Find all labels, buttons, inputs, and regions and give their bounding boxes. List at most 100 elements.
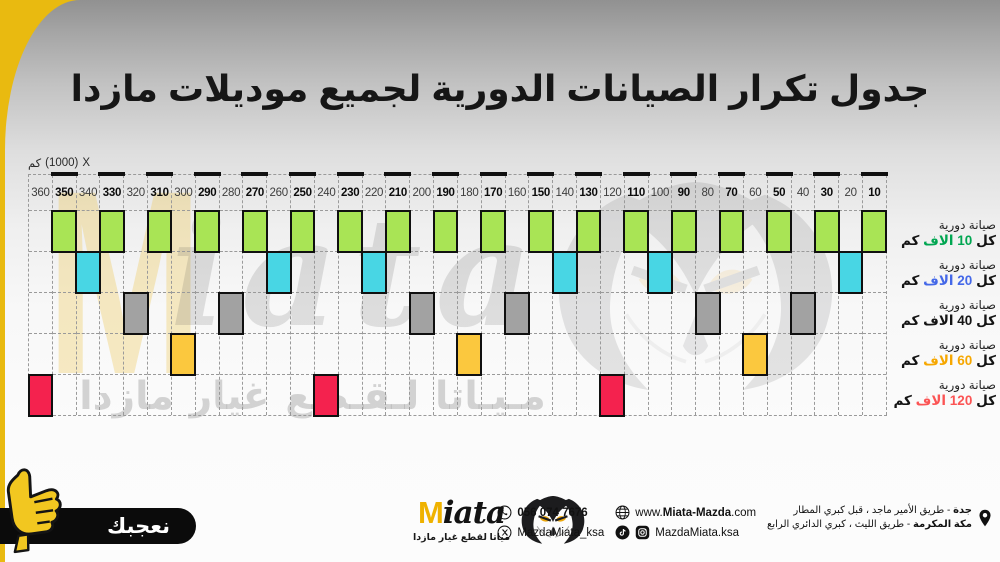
maintenance-block-10k [432, 209, 459, 253]
grid-cell [457, 251, 481, 292]
column-label: 310 [150, 186, 169, 199]
grid-cell [839, 333, 862, 374]
phone-number: 056 074 7676 [517, 506, 588, 519]
grid-cell [434, 374, 457, 415]
grid-cell [696, 251, 720, 292]
globe-icon [615, 505, 630, 520]
chart-column-150: 150 [527, 172, 555, 415]
column-label: 230 [341, 186, 360, 199]
maintenance-block-10k [384, 209, 411, 253]
column-label: 30 [820, 186, 834, 199]
chart-column-130: 130 [575, 172, 602, 415]
column-tick-bar [384, 172, 412, 176]
chart-column-240: 240 [313, 175, 340, 417]
grid-cell [600, 292, 624, 333]
x-handle: MazdaMiata_ksa [517, 526, 605, 539]
grid-cell [124, 333, 148, 374]
grid-cell [720, 374, 743, 415]
grid-cell [434, 251, 457, 292]
grid-cell [529, 292, 553, 333]
maintenance-block-120k [599, 373, 626, 417]
grid-cell [577, 292, 600, 333]
grid-cell [410, 333, 434, 374]
legend-item-title: صيانة دورية [938, 257, 996, 272]
grid-cell [529, 374, 553, 415]
grid-cell [29, 292, 52, 333]
grid-cell [362, 210, 386, 251]
grid-cell [505, 251, 529, 292]
maintenance-block-20k [361, 250, 387, 294]
axis-unit-label: كم (1000) X [28, 155, 887, 171]
maintenance-block-40k [122, 291, 149, 335]
chart-column-10: 10 [860, 172, 888, 415]
tiktok-icon [615, 525, 630, 540]
maintenance-block-20k [265, 250, 292, 294]
grid-cell [434, 333, 457, 374]
grid-cell [767, 333, 791, 374]
grid-cell [599, 373, 626, 417]
grid-cell [100, 333, 124, 374]
brand-logo-m: M [417, 495, 444, 530]
chart-column-190: 190 [432, 172, 459, 415]
grid-cell [291, 374, 314, 415]
column-label: 180 [460, 186, 479, 199]
grid-cell [314, 333, 338, 374]
grid-cell [813, 209, 840, 253]
column-label: 270 [245, 186, 265, 199]
column-label: 250 [293, 186, 312, 199]
grid-cell [696, 210, 720, 251]
grid-cell [52, 333, 76, 374]
column-label: 110 [627, 186, 645, 199]
column-label: 170 [484, 186, 503, 199]
grid-cell [291, 333, 314, 374]
grid-cell [815, 333, 839, 374]
grid-cell [171, 292, 195, 333]
grid-cell [720, 251, 743, 292]
grid-cell [362, 374, 386, 415]
maintenance-block-40k [218, 291, 244, 335]
grid-cell [171, 210, 195, 251]
grid-cell [862, 374, 886, 415]
grid-cell [410, 210, 434, 251]
chart-column-250: 250 [289, 172, 316, 415]
grid-cell [575, 209, 602, 253]
column-label: 80 [701, 186, 715, 199]
chart-column-300: 300 [170, 175, 197, 415]
column-label: 130 [579, 186, 598, 199]
column-tick-bar [241, 172, 269, 176]
column-label: 120 [603, 186, 622, 199]
owl-logo-icon [521, 496, 585, 544]
column-tick-bar [98, 172, 126, 176]
grid-cell [743, 251, 767, 292]
grid-cell [457, 374, 481, 415]
grid-cell [337, 209, 364, 253]
chart-column-140: 140 [551, 175, 578, 415]
column-tick-bar [765, 172, 793, 176]
grid-cell [529, 333, 553, 374]
grid-cell [672, 333, 696, 374]
column-label: 220 [364, 186, 384, 199]
grid-cell [481, 333, 505, 374]
grid-cell [742, 332, 769, 376]
chart-column-270: 270 [241, 172, 269, 415]
legend-item-interval: كل 10 الاف كم [900, 232, 996, 248]
grid-cell [75, 250, 101, 294]
grid-cell [577, 374, 600, 415]
grid-cell [696, 374, 720, 415]
grid-cell [386, 251, 410, 292]
grid-cell [767, 374, 791, 415]
grid-cell [648, 333, 672, 374]
grid-cell [577, 333, 600, 374]
grid-cell [241, 209, 268, 253]
grid-cell [100, 374, 124, 415]
website-url: www.Miata-Mazda.com [635, 506, 757, 519]
column-tick-bar [622, 172, 650, 176]
grid-cell [76, 292, 100, 333]
grid-cell [624, 251, 648, 292]
grid-cell [386, 292, 410, 333]
grid-cell [243, 251, 267, 292]
grid-cell [52, 374, 76, 415]
brand-tagline: مياتا لقطع غيار مازدا [413, 532, 510, 543]
grid-cell [600, 333, 624, 374]
maintenance-block-10k [813, 209, 840, 253]
